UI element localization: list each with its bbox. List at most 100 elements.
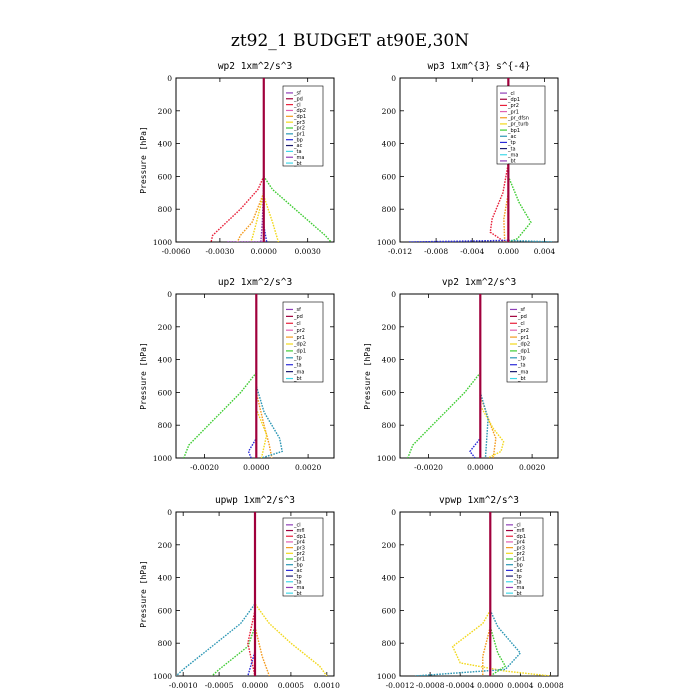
legend: _cl_mfl_dp1_pr4_pr3_pr2_pr1_bp_ac_tp_ta_… [502,517,544,597]
y-axis-label: Pressure [hPa] [363,342,372,409]
panel-title: vp2 1xm^2/s^3 [442,277,516,288]
legend-entry: _tp [293,356,302,362]
legend-entry: _ma [507,152,518,158]
legend-entry: _ta [293,149,302,155]
series-line-pr2 [482,512,491,676]
y-tick-label: 0 [391,290,396,299]
legend-entry: _tp [513,574,522,580]
series-line-sf [227,78,265,242]
legend-box [506,301,548,383]
legend-entry: _pr1 [507,109,519,115]
legend-entry: _ac [513,568,523,574]
series-line-ta [247,294,257,458]
legend-entry: _pr2 [293,551,305,557]
legend-entry: _tp [517,356,526,362]
legend-box [282,517,324,597]
legend: _sf_pd_cl_pr2_pr1_dp2_dp1_tp_ta_ma_bt [282,301,324,383]
x-tick-label: -0.012 [388,247,412,256]
legend-entry: _ta [293,579,302,585]
x-tick-label: 0.0010 [314,681,340,690]
legend-entry: _ac [293,568,303,574]
legend-entry: _pr4 [513,540,525,546]
series-group [414,512,551,676]
legend-entry: _pr_turb [507,122,529,128]
y-axis-label: Pressure [hPa] [139,560,148,627]
legend-entry: _tp [293,574,302,580]
y-axis-label: Pressure [hPa] [139,126,148,193]
legend-entry: _ma [293,155,304,161]
y-tick-label: 1000 [377,454,396,463]
series-line-pr1 [407,294,481,458]
legend-entry: _ma [513,585,524,591]
y-tick-label: 200 [382,541,397,550]
y-tick-label: 0 [167,508,172,517]
legend-entry: _pr1 [517,335,529,341]
panel-5: upwp 1xm^2/s^3 0 200 400 600 800 1000 Pressure … [139,495,340,690]
y-tick-label: 800 [382,421,397,430]
legend-entry: _bt [517,376,526,382]
y-tick-label: 600 [382,172,397,181]
series-group [407,294,505,458]
x-tick-label: -0.0012 [386,681,415,690]
legend-entry: _bt [513,591,522,597]
y-tick-label: 1000 [377,238,396,247]
legend-entry: _pr2 [293,328,305,334]
y-tick-label: 200 [382,323,397,332]
x-tick-label: -0.0020 [190,463,219,472]
panel-4: vp2 1xm^2/s^3 0 200 400 600 800 1000 Pressure [… [363,277,559,472]
legend-entry: _bp [293,137,303,143]
x-tick-label: -0.0004 [446,681,475,690]
series-line-tp [176,512,256,676]
y-tick-label: 400 [158,356,173,365]
panel-title: vpwp 1xm^2/s^3 [439,495,519,506]
legend-entry: _pr2 [513,551,525,557]
series-group [183,294,284,458]
y-tick-label: 200 [158,541,173,550]
x-tick-label: -0.0005 [205,681,234,690]
legend-entry: _cl [293,102,301,108]
legend-box [282,301,324,383]
x-tick-label: 0.0004 [507,681,533,690]
legend-entry: _pr_dfsn [507,115,529,121]
series-line-pr2 [479,294,497,458]
legend-entry: _dp1 [507,97,520,103]
legend-entry: _pr1 [293,132,305,138]
y-tick-label: 1000 [153,672,172,681]
series-line-tp [479,294,489,458]
legend-entry: _dp2 [293,342,306,348]
legend-entry: _bt [293,591,302,597]
y-tick-label: 0 [391,508,396,517]
y-tick-label: 0 [391,74,396,83]
legend-entry: _dp1 [293,114,306,120]
legend-entry: _dp1 [517,349,530,355]
panel-title: upwp 1xm^2/s^3 [215,495,295,506]
x-tick-label: 0.0000 [251,247,277,256]
y-tick-label: 800 [382,639,397,648]
series-group [176,512,328,676]
legend-entry: _sf [293,307,301,313]
series-line-ta [469,294,481,458]
legend-entry: _ma [293,369,304,375]
x-tick-label: -0.0010 [169,681,198,690]
y-tick-label: 600 [158,388,173,397]
series-line-bp [211,512,256,676]
legend-entry: _pr2 [507,103,519,109]
series-line-tp [255,294,284,458]
y-tick-label: 600 [382,606,397,615]
legend-entry: _pr1 [513,557,525,563]
legend-entry: _pd [293,314,303,320]
x-tick-label: 0.004 [534,247,556,256]
legend-entry: _cl [513,523,521,529]
y-tick-label: 600 [158,172,173,181]
y-tick-label: 1000 [153,238,172,247]
legend-entry: _bt [293,376,302,382]
panel-1: wp2 1xm^2/s^3 0 200 400 600 800 1000 Pressure [… [139,61,335,256]
x-tick-label: -0.0020 [414,463,443,472]
panel-title: up2 1xm^2/s^3 [218,277,292,288]
y-tick-label: 400 [158,140,173,149]
legend: _sf_pd_cl_pr2_pr1_dp2_dp1_tp_ta_ma_bt [506,301,548,383]
legend-entry: _pr2 [517,328,529,334]
legend: _cl_dp1_pr2_pr1_pr_dfsn_pr_turb_bp1_ac_t… [496,85,546,165]
legend-entry: _ac [507,134,517,140]
figure-title: zt92_1 BUDGET at90E,30N [231,31,469,51]
